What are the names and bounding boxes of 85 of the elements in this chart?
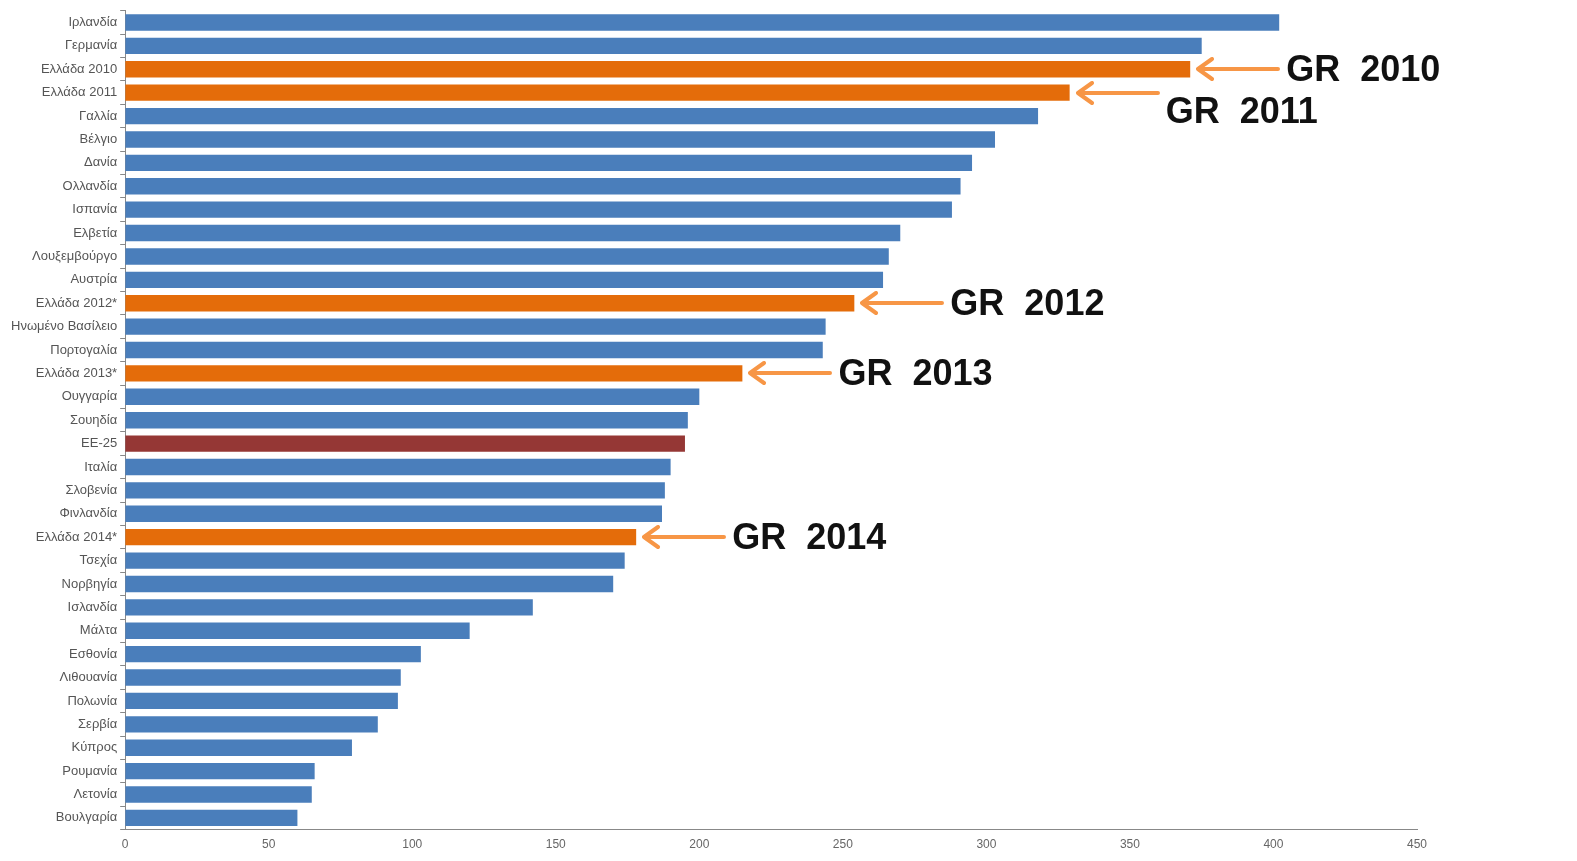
y-tick-label: Γερμανία	[64, 37, 118, 53]
bar	[125, 552, 625, 569]
bar	[125, 669, 401, 686]
y-tick-label: Σερβία	[78, 715, 118, 731]
bar	[125, 295, 855, 312]
annotation: GR 2014	[732, 516, 887, 558]
bar	[125, 482, 665, 499]
bar	[125, 435, 685, 452]
bar	[125, 178, 961, 195]
bar	[125, 341, 823, 359]
bar	[125, 809, 298, 827]
y-tick-label: Ελλάδα 2010	[40, 60, 118, 76]
annotation: GR 2012	[950, 282, 1105, 324]
y-tick-label: Ιταλία	[84, 458, 118, 474]
bar	[125, 201, 952, 218]
y-tick-label: Βουλγαρία	[55, 809, 118, 825]
bar	[125, 271, 884, 289]
bar	[125, 224, 901, 242]
y-tick-label: ΕΕ-25	[81, 435, 118, 451]
x-tick-label: 250	[832, 837, 854, 852]
y-tick-label: Δανία	[84, 154, 118, 170]
bar	[125, 458, 671, 476]
y-tick-label: Φινλανδία	[59, 505, 118, 521]
x-tick-label: 450	[1406, 837, 1428, 852]
bar	[125, 622, 470, 639]
bar	[125, 599, 533, 616]
y-tick-label: Ουγγαρία	[61, 388, 118, 404]
bar	[125, 84, 1070, 101]
y-tick-label: Ολλανδία	[62, 177, 118, 193]
bar	[125, 505, 662, 522]
x-tick-label: 400	[1263, 837, 1284, 852]
y-tick-label: Πορτογαλία	[50, 341, 118, 357]
y-tick-label: Εσθονία	[69, 645, 118, 661]
y-tick-label: Ελλάδα 2011	[41, 84, 118, 100]
bar	[125, 645, 421, 663]
x-tick-label: 350	[1119, 837, 1141, 852]
y-tick-label: Λιθουανία	[59, 669, 118, 685]
y-tick-label: Ελλάδα 2012*	[35, 294, 118, 310]
bar	[125, 739, 352, 756]
y-tick-label: Ισλανδία	[67, 598, 118, 614]
bar	[125, 575, 614, 593]
y-tick-label: Ιρλανδία	[68, 14, 118, 30]
bar	[125, 248, 889, 265]
bar	[125, 131, 996, 148]
bar	[125, 692, 398, 710]
bar	[125, 412, 688, 429]
bar	[125, 61, 1191, 78]
x-tick-label: 150	[545, 837, 567, 852]
y-tick-label: Πολωνία	[67, 692, 118, 708]
annotation: GR 2010	[1286, 48, 1441, 90]
y-tick-label: Ισπανία	[72, 201, 118, 217]
bar	[125, 37, 1202, 55]
y-tick-label: Σλοβενία	[65, 481, 118, 497]
y-tick-label: Ελβετία	[73, 224, 118, 240]
annotation: GR 2011	[1165, 90, 1318, 132]
x-tick-label: 100	[402, 837, 423, 852]
y-tick-label: Ελλάδα 2013*	[35, 364, 118, 380]
bar	[125, 154, 973, 172]
bar	[125, 716, 378, 733]
y-tick-label: Νορβηγία	[61, 575, 118, 591]
annotation: GR 2013	[838, 352, 993, 394]
y-tick-label: Βέλγιο	[79, 131, 118, 147]
x-tick-label: 200	[689, 837, 710, 852]
y-tick-label: Ηνωμένο Βασίλειο	[10, 318, 118, 334]
bar	[125, 388, 700, 405]
y-tick-label: Τσεχία	[79, 552, 118, 568]
x-tick-label: 0	[121, 837, 129, 852]
y-tick-label: Κύπρος	[71, 739, 118, 755]
y-tick-label: Λουξεμβούργο	[32, 248, 118, 264]
bar	[125, 318, 826, 335]
bar	[125, 762, 315, 780]
bar	[125, 786, 312, 803]
y-tick-label: Ρουμανία	[62, 762, 118, 778]
y-tick-label: Λετονία	[73, 786, 118, 802]
y-tick-label: Αυστρία	[70, 271, 118, 287]
y-tick-label: Γαλλία	[79, 107, 118, 123]
y-tick-label: Ελλάδα 2014*	[35, 528, 118, 544]
x-tick-label: 300	[976, 837, 997, 852]
y-tick-label: Σουηδία	[69, 411, 118, 427]
x-tick-label: 50	[262, 837, 276, 852]
y-tick-label: Μάλτα	[79, 622, 118, 638]
bar	[125, 107, 1039, 125]
bar	[125, 365, 743, 382]
bar	[125, 528, 637, 546]
bar	[125, 14, 1280, 31]
